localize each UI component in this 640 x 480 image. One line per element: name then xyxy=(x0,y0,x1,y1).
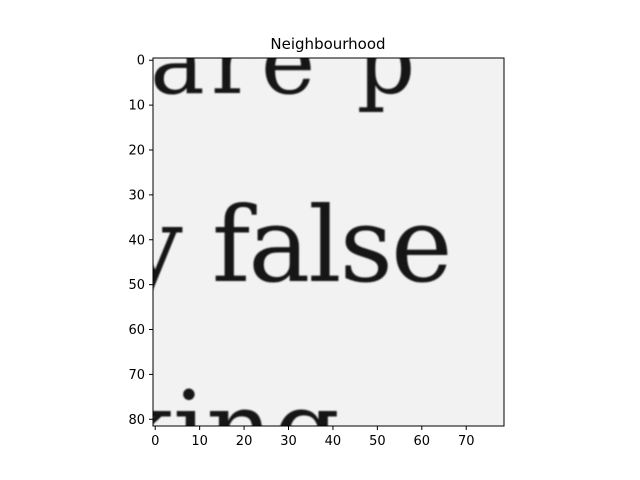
y-tick-label: 10 xyxy=(128,99,145,114)
x-tick-label: 50 xyxy=(369,434,386,449)
x-axis: 0 10 20 30 40 50 60 70 xyxy=(151,426,475,449)
y-tick-label: 50 xyxy=(128,278,145,293)
y-tick-label: 70 xyxy=(128,368,145,383)
y-axis: 0 10 20 30 40 50 60 70 80 xyxy=(128,54,153,428)
depicted-text-upper-line: are p xyxy=(150,8,421,115)
x-tick-label: 0 xyxy=(151,434,159,449)
y-tick-label: 0 xyxy=(137,54,145,69)
x-tick-label: 30 xyxy=(280,434,297,449)
y-tick-label: 40 xyxy=(128,233,145,248)
x-tick-label: 60 xyxy=(414,434,431,449)
x-tick-label: 70 xyxy=(458,434,475,449)
x-tick-label: 40 xyxy=(325,434,342,449)
image-background xyxy=(153,58,504,426)
depicted-text-middle-line: y false xyxy=(123,184,451,306)
plot-frame xyxy=(152,57,505,427)
x-tick-label: 10 xyxy=(191,434,208,449)
y-tick-label: 30 xyxy=(128,188,145,203)
y-tick-label: 60 xyxy=(128,323,145,338)
image-plot-area: are p y false king xyxy=(110,8,504,480)
y-tick-label: 20 xyxy=(128,144,145,159)
chart-title: Neighbourhood xyxy=(270,35,385,53)
x-tick-label: 20 xyxy=(236,434,253,449)
depicted-text-lower-line: king xyxy=(110,368,340,480)
y-tick-label: 80 xyxy=(128,413,145,428)
